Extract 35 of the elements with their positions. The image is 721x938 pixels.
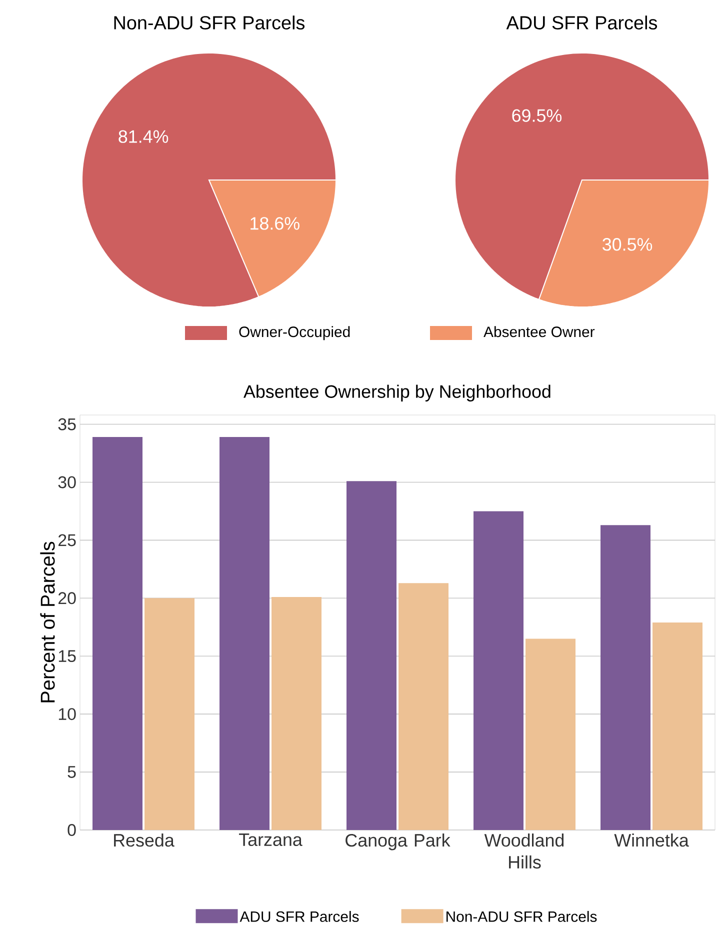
bar [398, 583, 449, 830]
y-axis-title: Percent of Parcels [40, 542, 55, 702]
x-tick-label: Tarzana [239, 834, 302, 846]
bar [92, 437, 142, 830]
y-tick-label: 20 [58, 592, 76, 604]
x-tick-label: Woodland Hills [484, 834, 564, 869]
data-label: 30.5% [602, 238, 652, 251]
y-tick-label: 15 [58, 650, 76, 662]
bar [600, 525, 651, 830]
legend-label: ADU SFR Parcels [240, 910, 359, 922]
chart-title: Absentee Ownership by Neighborhood [244, 384, 550, 402]
legend-label: Non-ADU SFR Parcels [446, 910, 597, 922]
y-tick-label: 10 [58, 708, 76, 720]
legend-label: Absentee Owner [484, 326, 595, 338]
legend-label: Owner-Occupied [239, 326, 350, 340]
bar [144, 598, 194, 830]
x-tick-label: Reseda [114, 834, 174, 847]
y-tick-label: 5 [68, 766, 76, 778]
bar [526, 638, 576, 830]
y-tick-label: 30 [58, 476, 76, 488]
chart-title: Non-ADU SFR Parcels [114, 16, 305, 30]
data-label: 69.5% [512, 109, 562, 122]
data-label: 81.4% [118, 130, 168, 143]
y-tick-label: 35 [58, 418, 76, 430]
x-tick-label: Winnetka [614, 834, 689, 847]
data-label: 18.6% [250, 217, 300, 230]
bar [272, 596, 322, 830]
x-tick-label: Canoga Park [346, 834, 450, 850]
y-tick-label: 25 [58, 534, 76, 546]
bar [474, 511, 524, 830]
bar [346, 481, 396, 830]
y-tick-label: 0 [68, 824, 76, 836]
bar [652, 622, 703, 830]
chart-title: ADU SFR Parcels [506, 16, 658, 30]
bar [220, 437, 270, 830]
